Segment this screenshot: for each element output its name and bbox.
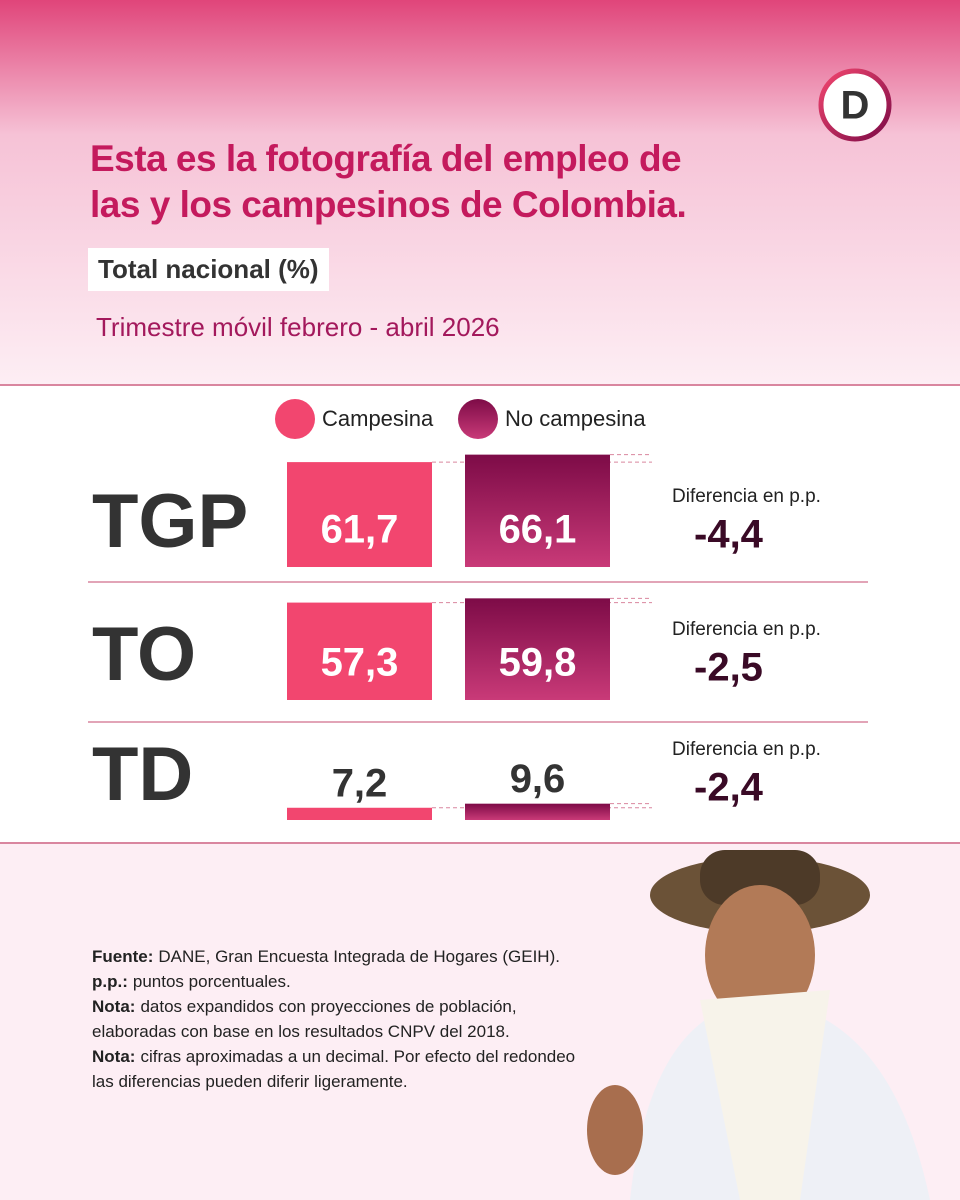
bar bbox=[465, 454, 610, 567]
legend-swatch bbox=[458, 399, 498, 439]
photo bbox=[587, 850, 930, 1200]
category-label: TO bbox=[92, 612, 196, 697]
difference-caption: Diferencia en p.p. bbox=[672, 739, 821, 760]
value-label: 7,2 bbox=[332, 761, 388, 805]
bar bbox=[465, 598, 610, 700]
bar bbox=[287, 602, 432, 700]
note: p.p.: puntos porcentuales. bbox=[92, 969, 592, 994]
note-text: datos expandidos con proyecciones de pob… bbox=[92, 997, 517, 1041]
legend-swatch bbox=[275, 399, 315, 439]
note-text: DANE, Gran Encuesta Integrada de Hogares… bbox=[158, 947, 560, 966]
value-label: 59,8 bbox=[499, 641, 577, 685]
note: Nota: datos expandidos con proyecciones d… bbox=[92, 994, 592, 1044]
period: Trimestre móvil febrero - abril 2026 bbox=[96, 312, 500, 342]
note-text: puntos porcentuales. bbox=[132, 972, 291, 991]
category-label: TD bbox=[92, 732, 193, 817]
value-label: 9,6 bbox=[510, 757, 566, 801]
title: Esta es la fotografía del empleo de las … bbox=[90, 138, 687, 225]
logo-text: D bbox=[841, 84, 870, 128]
header-bg bbox=[0, 0, 960, 385]
note: Fuente: DANE, Gran Encuesta Integrada de … bbox=[92, 944, 592, 969]
value-label: 57,3 bbox=[321, 641, 399, 685]
difference-value: -4,4 bbox=[694, 513, 764, 557]
bar bbox=[287, 462, 432, 567]
subtitle: Total nacional (%) bbox=[88, 248, 329, 291]
note-label: Nota: bbox=[92, 1047, 136, 1066]
note-label: p.p.: bbox=[92, 972, 128, 991]
difference-caption: Diferencia en p.p. bbox=[672, 619, 821, 640]
difference-caption: Diferencia en p.p. bbox=[672, 486, 821, 507]
legend-label: Campesina bbox=[322, 406, 434, 431]
category-label: TGP bbox=[92, 479, 248, 564]
note-text: cifras aproximadas a un decimal. Por efe… bbox=[92, 1047, 576, 1091]
difference-value: -2,4 bbox=[694, 766, 764, 810]
bar bbox=[465, 803, 610, 820]
value-label: 61,7 bbox=[321, 508, 399, 552]
value-label: 66,1 bbox=[499, 508, 577, 552]
bar bbox=[287, 807, 432, 820]
note-label: Fuente: bbox=[92, 947, 154, 966]
difference-value: -2,5 bbox=[694, 646, 763, 690]
note: Nota: cifras aproximadas a un decimal. Po… bbox=[92, 1044, 592, 1094]
notes: Fuente: DANE, Gran Encuesta Integrada de … bbox=[92, 944, 592, 1094]
legend-label: No campesina bbox=[505, 406, 646, 431]
logo bbox=[818, 68, 892, 142]
note-label: Nota: bbox=[92, 997, 136, 1016]
